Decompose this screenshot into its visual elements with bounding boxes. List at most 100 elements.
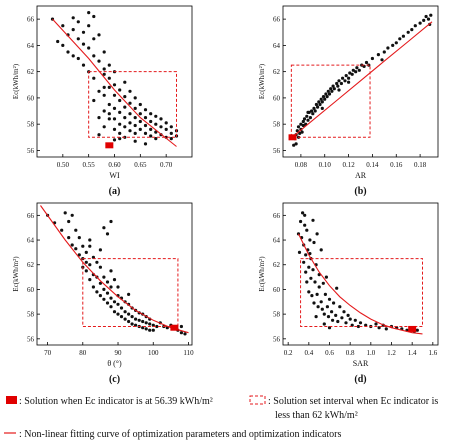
data-point bbox=[149, 119, 153, 124]
data-point bbox=[314, 102, 318, 107]
data-point bbox=[357, 68, 361, 72]
data-point bbox=[307, 265, 311, 269]
y-tick-label: 58 bbox=[27, 121, 35, 129]
data-point bbox=[322, 312, 326, 316]
y-axis-label: Ec(kWh/m²) bbox=[12, 63, 20, 99]
y-tick-label: 64 bbox=[27, 237, 35, 245]
data-point bbox=[298, 131, 302, 135]
data-point bbox=[319, 97, 323, 101]
data-point bbox=[306, 110, 310, 114]
x-tick-label: 0.14 bbox=[366, 161, 379, 169]
y-tick-label: 62 bbox=[27, 68, 35, 76]
data-point bbox=[325, 305, 329, 309]
x-tick-label: 0.8 bbox=[346, 349, 355, 357]
data-point bbox=[149, 134, 153, 138]
data-point bbox=[84, 250, 88, 254]
data-point bbox=[109, 296, 113, 300]
data-point bbox=[394, 41, 398, 45]
data-point bbox=[112, 117, 117, 121]
data-point bbox=[336, 84, 340, 88]
data-point bbox=[128, 129, 132, 133]
data-point bbox=[107, 85, 111, 89]
data-point bbox=[314, 315, 318, 319]
data-point bbox=[382, 50, 386, 54]
chart-panel-3: 70 80 90 100 110 56 58 60 62 64 66 θ (°) Ec(kWh/m²) (… bbox=[12, 202, 194, 385]
data-point bbox=[312, 106, 316, 110]
data-point bbox=[324, 92, 328, 96]
data-point bbox=[118, 110, 122, 114]
data-point bbox=[109, 269, 113, 273]
data-point bbox=[97, 116, 101, 120]
data-point bbox=[95, 290, 99, 294]
data-point bbox=[112, 106, 117, 110]
data-point bbox=[116, 285, 120, 289]
data-point bbox=[102, 297, 106, 301]
data-point bbox=[97, 89, 101, 93]
data-point bbox=[134, 317, 138, 321]
data-point bbox=[118, 88, 122, 92]
data-point bbox=[316, 305, 320, 309]
data-point bbox=[60, 228, 64, 232]
data-point bbox=[98, 248, 102, 252]
legend-interval-marker bbox=[249, 395, 266, 405]
data-point bbox=[92, 76, 96, 80]
data-point bbox=[81, 244, 85, 248]
data-point bbox=[105, 280, 110, 284]
data-point bbox=[123, 95, 127, 99]
data-point bbox=[92, 14, 96, 19]
data-point bbox=[355, 66, 359, 70]
data-point bbox=[340, 316, 344, 320]
data-point bbox=[384, 327, 388, 331]
data-point bbox=[308, 238, 312, 242]
solution-interval-box bbox=[290, 64, 371, 138]
data-point bbox=[415, 328, 419, 332]
data-point bbox=[353, 318, 357, 322]
data-point bbox=[332, 301, 336, 305]
data-point bbox=[339, 81, 343, 86]
y-tick-label: 56 bbox=[273, 335, 281, 343]
data-point bbox=[325, 95, 329, 99]
data-point bbox=[331, 84, 335, 88]
data-point bbox=[335, 81, 339, 86]
data-point bbox=[88, 238, 92, 242]
data-point bbox=[422, 18, 426, 22]
data-point bbox=[102, 109, 106, 113]
x-tick-label: 0.18 bbox=[414, 161, 427, 169]
data-point bbox=[107, 63, 111, 67]
x-tick-label: 0.2 bbox=[284, 349, 293, 357]
data-point bbox=[143, 108, 148, 112]
data-point bbox=[296, 125, 301, 129]
data-point bbox=[137, 318, 141, 322]
data-point bbox=[311, 268, 315, 272]
data-point bbox=[61, 24, 65, 28]
x-tick-label: 1.0 bbox=[366, 349, 375, 357]
data-point bbox=[154, 137, 158, 141]
data-point bbox=[347, 76, 351, 80]
data-point bbox=[66, 50, 70, 54]
data-point bbox=[76, 56, 80, 61]
data-point bbox=[143, 116, 148, 120]
data-point bbox=[305, 228, 309, 232]
legend-interval-text-2: less than 62 kWh/m² bbox=[275, 410, 358, 421]
solution-interval-box bbox=[82, 258, 179, 327]
chart-panel-4: 0.2 0.4 0.6 0.8 1.0 1.2 1.4 1.6 56 58 60 62 64 66 SAR E… bbox=[258, 202, 439, 385]
data-point bbox=[313, 109, 317, 113]
data-point bbox=[81, 63, 86, 67]
chart-panel-1: 0.50 0.55 0.60 0.65 0.70 56 58 60 62 64 66 WI Ec(kWh… bbox=[12, 5, 193, 197]
data-point bbox=[351, 68, 355, 72]
data-point bbox=[97, 133, 101, 137]
x-tick-label: 0.12 bbox=[342, 161, 355, 169]
data-point bbox=[321, 95, 326, 99]
data-point bbox=[344, 321, 348, 325]
data-point bbox=[92, 54, 96, 58]
data-point bbox=[159, 117, 163, 121]
data-point bbox=[138, 119, 142, 124]
data-point bbox=[317, 100, 321, 104]
y-tick-label: 56 bbox=[273, 147, 281, 155]
data-point bbox=[127, 312, 131, 316]
data-point bbox=[326, 315, 331, 319]
data-point bbox=[67, 236, 71, 240]
y-tick-label: 64 bbox=[27, 42, 35, 50]
x-tick-label: 0.6 bbox=[325, 349, 334, 357]
